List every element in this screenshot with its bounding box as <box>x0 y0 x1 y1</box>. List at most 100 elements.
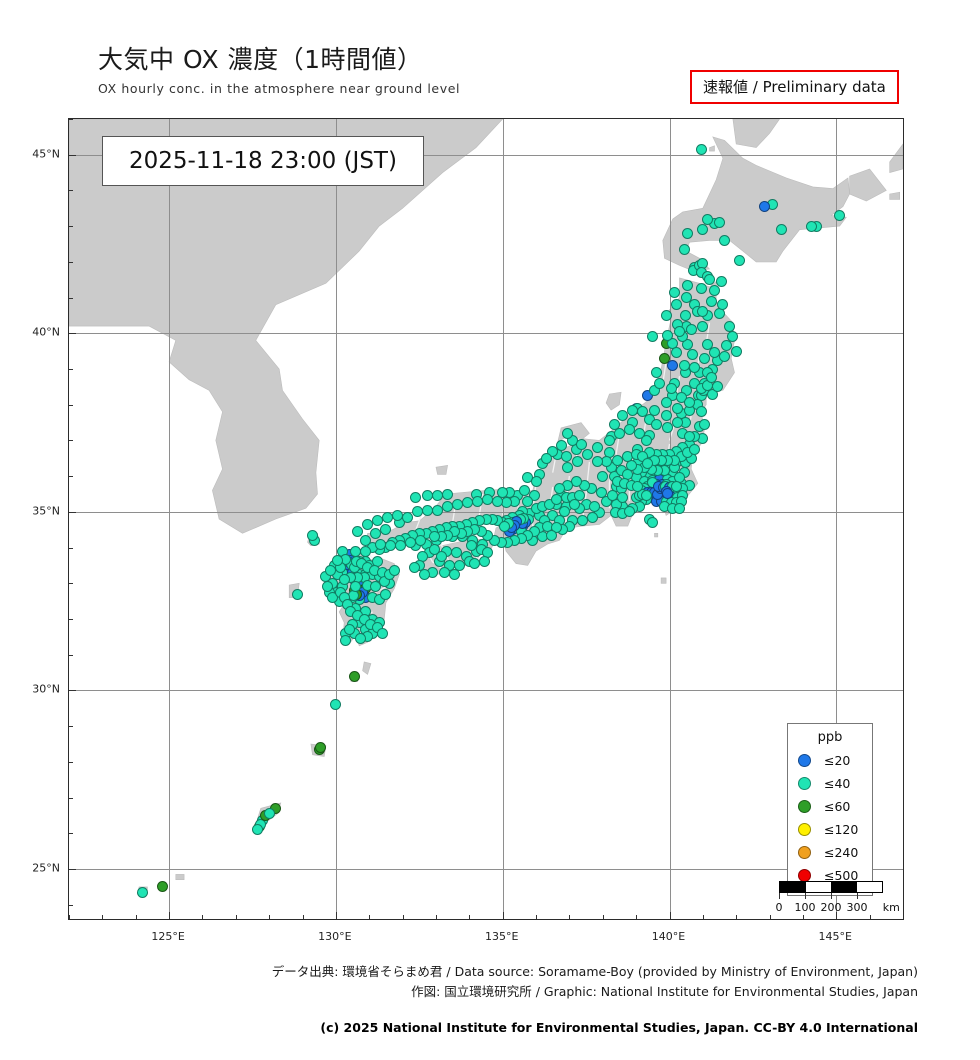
legend-item-lte240[interactable]: ≤240 <box>788 841 872 864</box>
station-point <box>834 209 846 221</box>
station-point <box>650 367 662 379</box>
legend-item-lte60[interactable]: ≤60 <box>788 795 872 818</box>
station-point <box>588 501 600 512</box>
ytick-29 <box>69 726 73 728</box>
station-point <box>352 526 364 537</box>
station-point <box>472 495 484 507</box>
gridline-lat-30 <box>69 690 903 692</box>
station-point <box>682 227 694 239</box>
ytick-46 <box>69 119 73 120</box>
xtick-label-145: 145°E <box>818 930 852 943</box>
station-point <box>662 329 674 341</box>
station-point <box>156 881 168 893</box>
gridline-lon-130 <box>335 119 337 919</box>
station-point <box>705 372 717 384</box>
gridline-lat-25 <box>69 869 903 870</box>
station-point <box>697 306 709 318</box>
station-point <box>482 493 494 505</box>
xtick-label-140: 140°E <box>651 930 686 943</box>
legend-swatch-icon <box>798 823 811 836</box>
xtick-124 <box>135 915 137 919</box>
station-point <box>448 568 460 580</box>
xtick-131 <box>369 915 371 919</box>
legend-item-lte20[interactable]: ≤20 <box>788 749 872 772</box>
station-point <box>465 540 477 552</box>
legend-label: ≤120 <box>824 822 859 837</box>
station-point <box>669 286 680 298</box>
station-point <box>672 417 684 429</box>
station-point <box>375 538 387 550</box>
station-point <box>592 456 604 468</box>
ytick-36 <box>69 476 73 478</box>
scale-unit-label: km <box>882 901 900 914</box>
station-point <box>734 254 745 266</box>
station-point <box>592 442 604 454</box>
station-point <box>705 295 717 307</box>
station-point <box>680 292 692 304</box>
station-point <box>682 279 694 291</box>
landmass-oki <box>435 465 448 475</box>
station-point <box>522 495 534 507</box>
landmass-sakhalin <box>732 119 780 148</box>
station-point <box>667 359 679 371</box>
station-point <box>340 634 352 646</box>
scale-bar: 0 100 200 300 km <box>775 881 900 916</box>
xtick-label-135: 135°E <box>484 930 519 943</box>
scale-label-300: 300 <box>846 901 868 914</box>
xtick-132 <box>402 915 404 919</box>
scale-tick-200 <box>831 893 832 899</box>
xtick-146 <box>869 915 871 919</box>
station-point <box>540 452 552 464</box>
xtick-137 <box>569 915 571 919</box>
station-point <box>408 561 420 573</box>
station-point <box>355 633 367 645</box>
ytick-35 <box>69 511 76 513</box>
station-point <box>412 506 424 518</box>
station-point <box>136 886 148 898</box>
ytick-33 <box>69 583 73 585</box>
station-point <box>388 565 400 577</box>
landmass-etorofu <box>889 143 903 173</box>
legend-item-lte40[interactable]: ≤40 <box>788 772 872 795</box>
legend-item-lte120[interactable]: ≤120 <box>788 818 872 841</box>
scale-tick-0 <box>779 893 780 899</box>
station-point <box>587 511 599 523</box>
footer-data-source: データ出典: 環境省そらまめ君 / Data source: Soramame-… <box>271 964 918 979</box>
station-point <box>362 518 374 530</box>
gridline-lon-145 <box>836 119 838 919</box>
scale-tick-300 <box>857 893 858 899</box>
footer-copyright: (c) 2025 National Institute for Environm… <box>320 1020 918 1035</box>
station-point <box>442 488 454 500</box>
station-point <box>642 458 654 470</box>
station-point <box>432 504 444 516</box>
station-point <box>709 284 720 296</box>
station-point <box>612 454 624 466</box>
station-point <box>332 554 343 566</box>
station-point <box>702 213 714 225</box>
station-point <box>558 506 570 518</box>
station-point <box>689 443 700 455</box>
station-point <box>370 527 382 539</box>
legend-rows: ≤20 ≤40 ≤60 ≤120 ≤240 ≤500 <box>788 749 872 887</box>
station-point <box>654 377 665 389</box>
map-plot-area[interactable]: 2025-11-18 23:00 (JST) ppb ≤20 ≤40 ≤60 ≤120… <box>68 118 904 920</box>
ytick-24 <box>69 904 73 906</box>
xtick-133 <box>436 915 437 919</box>
station-point <box>307 529 318 541</box>
station-point <box>428 543 440 555</box>
scale-label-0: 0 <box>775 901 783 914</box>
station-point <box>684 397 695 409</box>
legend-label: ≤20 <box>824 753 851 768</box>
xtick-126 <box>202 915 204 919</box>
station-point <box>662 487 674 499</box>
station-point <box>660 397 672 409</box>
station-point <box>492 495 504 507</box>
station-point <box>684 431 695 443</box>
station-point <box>370 581 382 593</box>
xtick-139 <box>636 915 638 919</box>
xtick-129 <box>302 915 304 919</box>
station-point <box>687 349 699 361</box>
station-point <box>702 338 714 350</box>
station-point <box>719 234 730 246</box>
station-point <box>350 545 362 557</box>
